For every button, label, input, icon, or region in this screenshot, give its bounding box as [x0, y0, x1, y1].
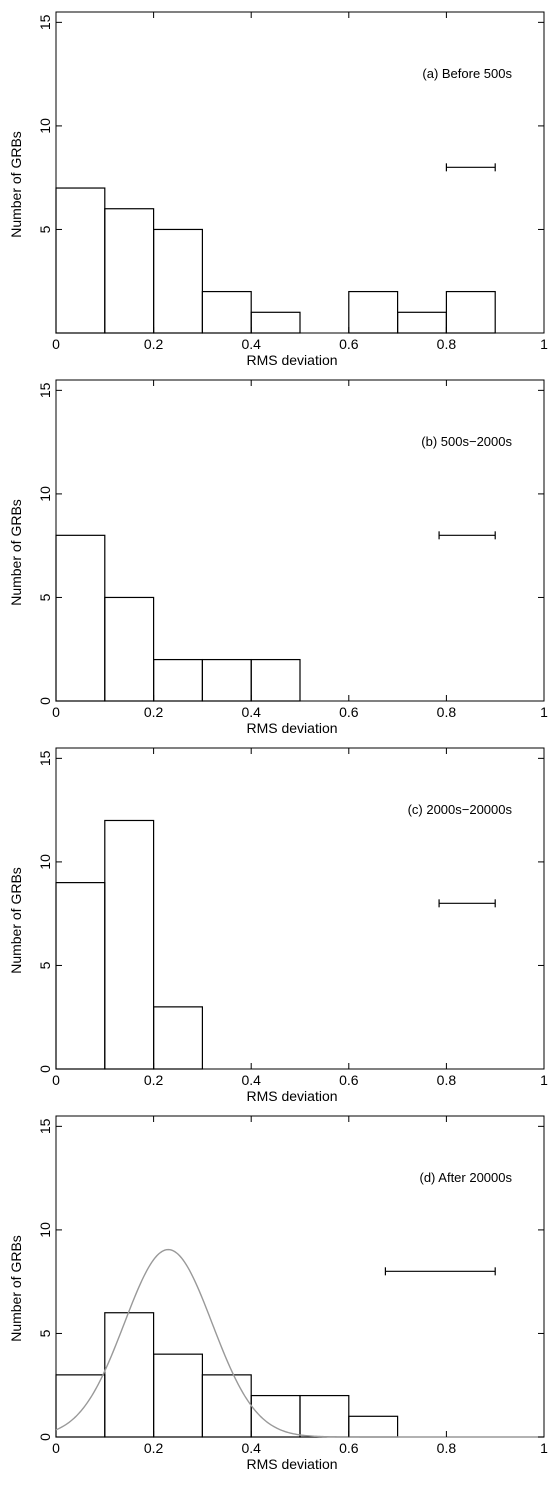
y-tick-label: 5 [37, 593, 53, 601]
histogram-bar [250, 311, 301, 334]
panel-annotation: (c) 2000s−20000s [408, 802, 513, 817]
histogram-bar [250, 1394, 301, 1438]
y-tick-label: 10 [37, 1222, 53, 1238]
y-tick-label: 15 [37, 382, 53, 398]
x-tick-label: 0.4 [241, 704, 261, 720]
y-tick-label: 5 [37, 961, 53, 969]
histogram-bar [104, 819, 155, 1070]
x-tick-label: 0 [52, 336, 60, 352]
y-tick-label: 15 [37, 1118, 53, 1134]
histogram-bar [153, 228, 204, 334]
histogram-bar [55, 882, 106, 1070]
histogram-bar [55, 534, 106, 702]
plot-frame [55, 1115, 545, 1438]
x-tick-label: 0.2 [144, 1440, 164, 1456]
y-tick-label: 10 [37, 854, 53, 870]
x-tick-label: 0.4 [241, 1440, 261, 1456]
histogram-bar [55, 187, 106, 334]
x-tick-label: 1 [540, 704, 548, 720]
x-tick-label: 0.6 [339, 1072, 359, 1088]
histogram-bar [153, 658, 204, 702]
panel-annotation: (a) Before 500s [422, 66, 512, 81]
histogram-bar [55, 1374, 106, 1438]
histogram-bar [201, 1374, 252, 1438]
y-tick-label: 10 [37, 118, 53, 134]
histogram-bar [348, 290, 399, 334]
x-tick-label: 0.8 [437, 704, 457, 720]
histogram-bar [299, 1394, 350, 1438]
x-tick-label: 0 [52, 1072, 60, 1088]
x-axis-label: RMS deviation [246, 1088, 337, 1104]
error-bar [445, 163, 496, 172]
error-bar [438, 899, 496, 908]
y-axis-label: Number of GRBs [8, 131, 24, 238]
panel-annotation: (d) After 20000s [420, 1170, 513, 1185]
x-axis-label: RMS deviation [246, 1456, 337, 1472]
y-tick-label: 0 [37, 697, 53, 705]
histogram-bar [348, 1415, 399, 1438]
x-axis-label: RMS deviation [246, 352, 337, 368]
gaussian-fit-curve [55, 1248, 544, 1438]
x-tick-label: 0 [52, 704, 60, 720]
histogram-bar [201, 290, 252, 334]
histogram-bar [104, 596, 155, 702]
x-tick-label: 1 [540, 336, 548, 352]
histogram-bar [104, 208, 155, 334]
x-tick-label: 0.8 [437, 336, 457, 352]
x-tick-label: 0.4 [241, 1072, 261, 1088]
panel-annotation: (b) 500s−2000s [421, 434, 512, 449]
histogram-bar [397, 311, 448, 334]
y-tick-label: 5 [37, 225, 53, 233]
plot-frame [55, 747, 545, 1070]
y-tick-label: 15 [37, 14, 53, 30]
histogram-bar [153, 1353, 204, 1438]
y-axis-label: Number of GRBs [8, 499, 24, 606]
histogram-bar [153, 1006, 204, 1070]
error-bar [438, 531, 496, 540]
y-axis-label: Number of GRBs [8, 867, 24, 974]
plot-frame [55, 11, 545, 334]
plot-frame [55, 379, 545, 702]
error-bar [384, 1267, 496, 1276]
y-tick-label: 15 [37, 750, 53, 766]
x-tick-label: 0.6 [339, 704, 359, 720]
y-tick-label: 0 [37, 1065, 53, 1073]
x-tick-label: 1 [540, 1072, 548, 1088]
x-tick-label: 0.8 [437, 1440, 457, 1456]
y-tick-label: 5 [37, 1329, 53, 1337]
x-tick-label: 0.2 [144, 1072, 164, 1088]
histogram-bar [445, 290, 496, 334]
y-tick-label: 10 [37, 486, 53, 502]
x-tick-label: 0.2 [144, 336, 164, 352]
histogram-bar [201, 658, 252, 702]
x-tick-label: 0.4 [241, 336, 261, 352]
x-axis-label: RMS deviation [246, 720, 337, 736]
x-tick-label: 0.8 [437, 1072, 457, 1088]
x-tick-label: 0.2 [144, 704, 164, 720]
y-axis-label: Number of GRBs [8, 1235, 24, 1342]
x-tick-label: 0 [52, 1440, 60, 1456]
y-tick-label: 0 [37, 1433, 53, 1441]
x-tick-label: 0.6 [339, 1440, 359, 1456]
histogram-bar [104, 1312, 155, 1438]
x-tick-label: 0.6 [339, 336, 359, 352]
histogram-bar [250, 658, 301, 702]
x-tick-label: 1 [540, 1440, 548, 1456]
